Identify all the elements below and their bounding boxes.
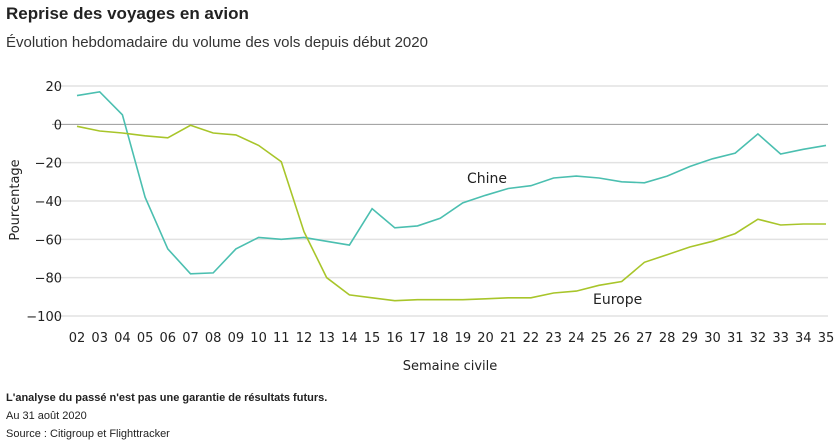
x-tick-label: 12 (296, 331, 313, 346)
x-tick-label: 18 (432, 331, 449, 346)
series-line-europe (76, 124, 826, 302)
x-tick-label: 35 (818, 331, 835, 346)
x-tick-label: 21 (500, 331, 517, 346)
x-tick-label: 10 (250, 331, 267, 346)
source: Source : Citigroup et Flighttracker (6, 428, 170, 440)
x-tick-label: 13 (318, 331, 335, 346)
x-tick-label: 16 (386, 331, 403, 346)
x-tick-label: 02 (69, 331, 86, 346)
x-tick-label: 03 (91, 331, 108, 346)
disclaimer: L'analyse du passé n'est pas une garanti… (6, 392, 328, 404)
x-tick-label: 09 (228, 331, 245, 346)
x-tick-label: 29 (682, 331, 699, 346)
y-tick-label: −40 (35, 195, 62, 210)
x-tick-label: 20 (477, 331, 494, 346)
x-tick-label: 23 (545, 331, 562, 346)
x-tick-label: 05 (137, 331, 154, 346)
x-tick-label: 27 (636, 331, 653, 346)
x-tick-label: 17 (409, 331, 426, 346)
series-label: Europe (593, 292, 642, 308)
x-tick-label: 11 (273, 331, 290, 346)
y-tick-label: 0 (54, 118, 62, 133)
y-tick-label: −100 (26, 310, 62, 325)
x-tick-label: 31 (727, 331, 744, 346)
y-tick-label: −80 (35, 272, 62, 287)
as-of-date: Au 31 août 2020 (6, 410, 87, 422)
x-tick-label: 34 (795, 331, 812, 346)
y-tick-label: 20 (45, 80, 62, 95)
x-tick-label: 14 (341, 331, 358, 346)
y-tick-label: −60 (35, 233, 62, 248)
x-tick-label: 32 (750, 331, 767, 346)
x-tick-label: 22 (523, 331, 540, 346)
x-tick-label: 25 (591, 331, 608, 346)
x-tick-label: 33 (772, 331, 789, 346)
x-tick-label: 08 (205, 331, 222, 346)
x-tick-label: 24 (568, 331, 585, 346)
x-tick-label: 19 (455, 331, 472, 346)
chart-title: Reprise des voyages en avion (6, 4, 249, 23)
y-tick-label: −20 (35, 157, 62, 172)
x-tick-label: 06 (160, 331, 177, 346)
x-tick-label: 07 (182, 331, 199, 346)
x-tick-label: 30 (704, 331, 721, 346)
x-tick-label: 15 (364, 331, 381, 346)
x-tick-label: 28 (659, 331, 676, 346)
y-axis-label: Pourcentage (8, 159, 23, 240)
series-line-chine (76, 90, 827, 275)
chart-subtitle: Évolution hebdomadaire du volume des vol… (6, 34, 428, 51)
x-tick-label: 04 (114, 331, 131, 346)
x-tick-label: 26 (613, 331, 630, 346)
series-label: Chine (467, 171, 507, 187)
x-axis-label: Semaine civile (403, 359, 498, 374)
